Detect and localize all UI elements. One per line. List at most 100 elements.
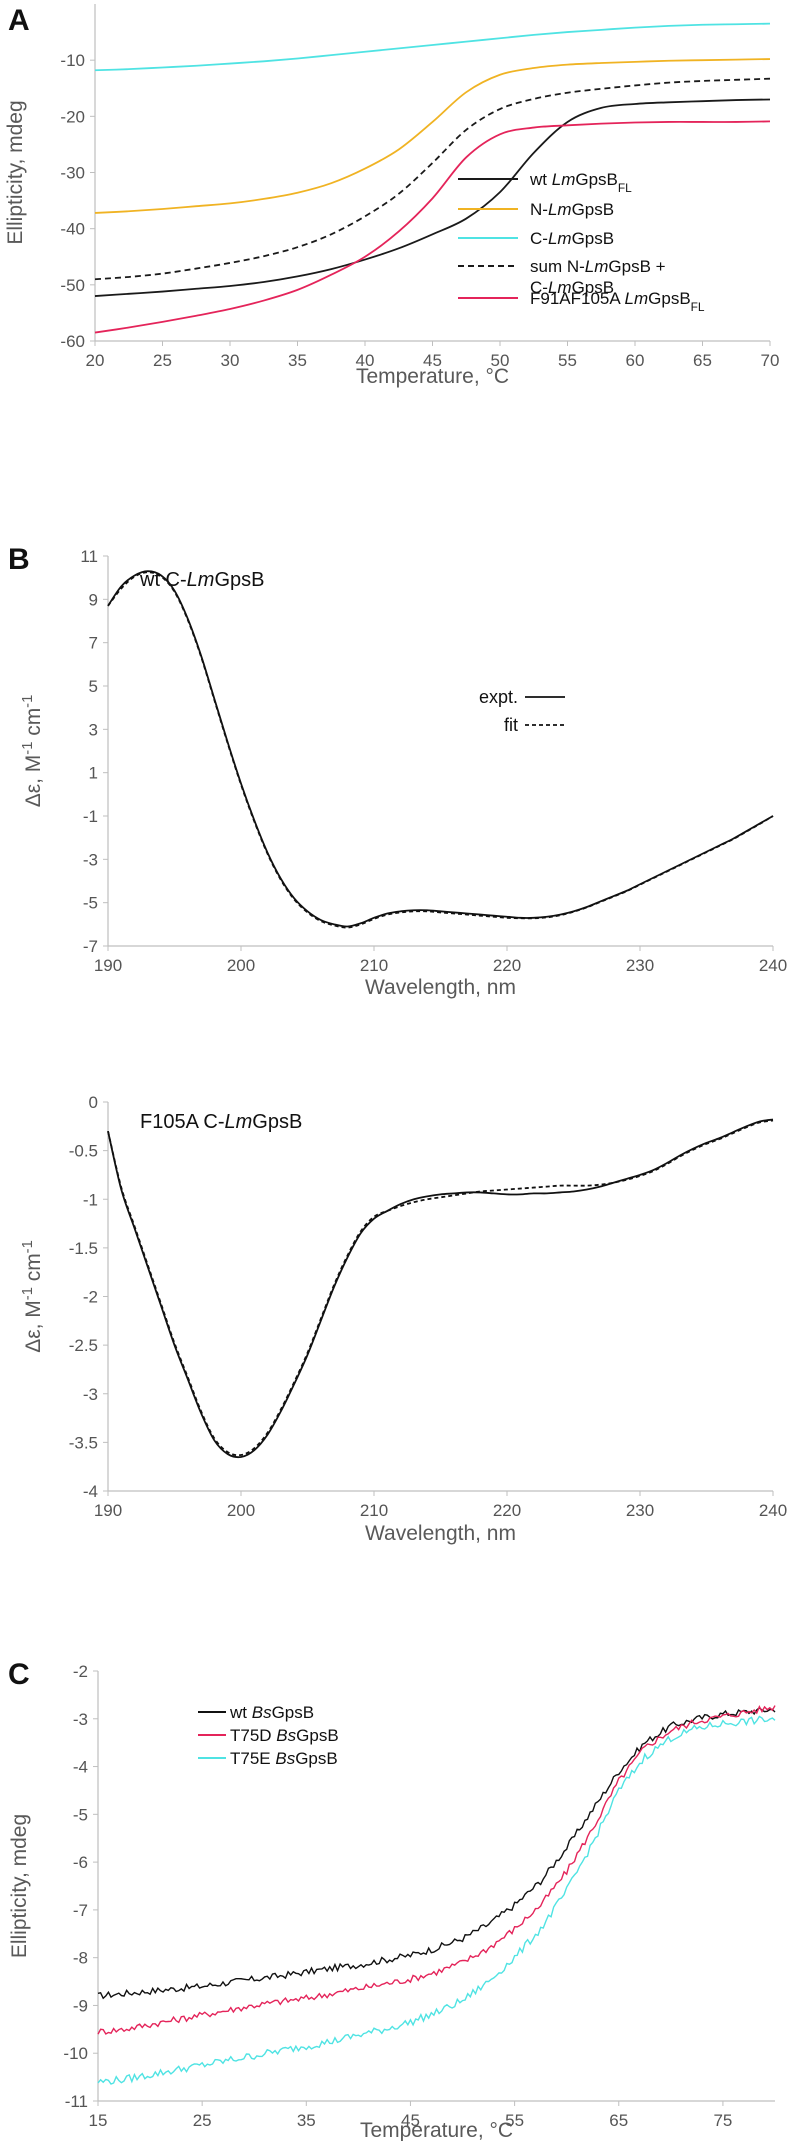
y-tick-label: -60 [60,332,85,351]
y-axis-title-part: cm [22,1253,45,1287]
legend-label-sum-line2-part: Lm [548,278,572,297]
panel-b2-subtitle-part: F105A C- [140,1111,224,1133]
legend-label-wt-part: Bs [252,1703,272,1722]
y-tick-label: -7 [73,1901,88,1920]
x-tick-label: 30 [221,351,240,370]
legend-label-C-part: Lm [548,229,572,248]
x-axis-title: Wavelength, nm [365,976,516,999]
panel-a-chart: 20 25 30 35 40 45 50 55 60 65 70 -60 -50 -40 -30 -20 -10… [4,4,779,388]
legend-label-C-part: C- [530,229,548,248]
y-tick-label: -30 [60,164,85,183]
legend-label-fit: fit [504,715,518,735]
x-tick-label: 190 [94,956,122,975]
panel-b1-subtitle: wt C-LmGpsB [139,569,265,591]
legend-label-T75E-part: Bs [275,1749,295,1768]
series-line-T75D [97,1705,776,2035]
series-line-fit [107,1119,774,1457]
x-tick-label: 50 [491,351,510,370]
y-axis-title-part: -1 [20,742,36,755]
y-axis-title: Δε, M-1 cm-1 [20,695,45,808]
y-tick-label: -10 [63,2044,88,2063]
series-line-N [94,58,771,214]
panel-b2-chart: 190 200 210 220 230 240 0 -0.5 -1 -1.5 -2 -2.5 -3 -3.… [20,1093,787,1545]
x-axis-title: Temperature, °C [356,365,509,388]
y-tick-label: -1 [83,1190,98,1209]
x-tick-label: 230 [626,956,654,975]
panel-c-chart: 15 25 35 45 55 65 75 -2 -3 -4 -5 -6 -7 -8 -9 -10 -11 Temp… [8,1662,776,2141]
y-tick-label: -8 [73,1949,88,1968]
y-tick-label: -7 [83,937,98,956]
panel-b1-subtitle-part: Lm [187,569,215,591]
y-tick-label: 5 [89,677,98,696]
panel-b2-subtitle: F105A C-LmGpsB [140,1111,302,1133]
legend-label-sum-line2: C-LmGpsB [530,278,614,297]
series-line-C [94,22,771,72]
series-line-expt [107,570,774,928]
y-tick-label: 1 [89,764,98,783]
y-tick-label: 3 [89,720,98,739]
x-tick-label: 190 [94,1501,122,1520]
x-tick-label: 65 [609,2111,628,2130]
y-tick-label: -2 [83,1288,98,1307]
x-tick-label: 230 [626,1501,654,1520]
x-tick-label: 45 [401,2111,420,2130]
x-tick-label: 35 [297,2111,316,2130]
y-tick-label: -3 [83,1385,98,1404]
y-tick-label: -5 [83,894,98,913]
y-tick-label: -4 [83,1482,98,1501]
legend-label-wt-part: GpsB [575,170,618,189]
legend-label-sum: sum N-LmGpsB + [530,257,666,276]
legend-label-wt-part: GpsB [272,1703,315,1722]
panel-letter-c: C [8,1658,30,1691]
y-tick-label: -1 [83,807,98,826]
legend-label-sum-line2-part: GpsB [572,278,615,297]
legend-label-T75D: T75D BsGpsB [230,1726,339,1745]
x-tick-label: 240 [759,1501,787,1520]
legend-label-C: C-LmGpsB [530,229,614,248]
y-axis-title-part: -1 [20,1240,36,1253]
legend-label-F91A-part: F91AF105A [530,289,625,308]
y-tick-label: -3.5 [69,1433,98,1452]
x-tick-label: 220 [493,956,521,975]
panel-letter-a: A [8,4,30,37]
y-axis-title: Ellipticity, mdeg [8,1814,31,1958]
legend-label-N-part: Lm [548,200,572,219]
y-axis-title-part: -1 [20,695,36,708]
legend-label-T75E-part: T75E [230,1749,275,1768]
y-tick-label: -10 [60,51,85,70]
x-tick-label: 15 [89,2111,108,2130]
legend-label-sum-line2-part: C- [530,278,548,297]
series-line-wt [94,98,771,297]
y-tick-label: 7 [89,634,98,653]
y-axis-title-part: -1 [20,1287,36,1300]
x-tick-label: 240 [759,956,787,975]
legend-label-wt-part: wt [229,1703,252,1722]
x-tick-label: 20 [86,351,105,370]
legend-label-N-part: N- [530,200,548,219]
y-tick-label: 0 [89,1093,98,1112]
x-tick-label: 25 [153,351,172,370]
legend-label-expt: expt. [479,687,518,707]
legend-label-wt: wt BsGpsB [229,1703,314,1722]
x-axis-title: Temperature, °C [360,2119,513,2141]
x-tick-label: 25 [193,2111,212,2130]
y-tick-label: -20 [60,107,85,126]
x-tick-label: 65 [693,351,712,370]
legend-label-F91A-part: Lm [625,289,649,308]
y-tick-label: 9 [89,590,98,609]
legend-label-F91A-part: GpsB [648,289,691,308]
y-tick-label: -9 [73,1996,88,2015]
series-line-wt [97,1707,776,2000]
legend-label-sum-part: Lm [585,257,609,276]
legend-b: expt. fit [479,687,565,735]
legend-label-sum-part: sum N- [530,257,585,276]
series-line-T75E [97,1715,776,2085]
y-tick-label: 11 [80,547,98,566]
x-tick-label: 200 [227,1501,255,1520]
y-tick-label: -1.5 [69,1239,98,1258]
x-tick-label: 210 [360,956,388,975]
legend-label-T75D-part: T75D [230,1726,276,1745]
x-tick-label: 200 [227,956,255,975]
